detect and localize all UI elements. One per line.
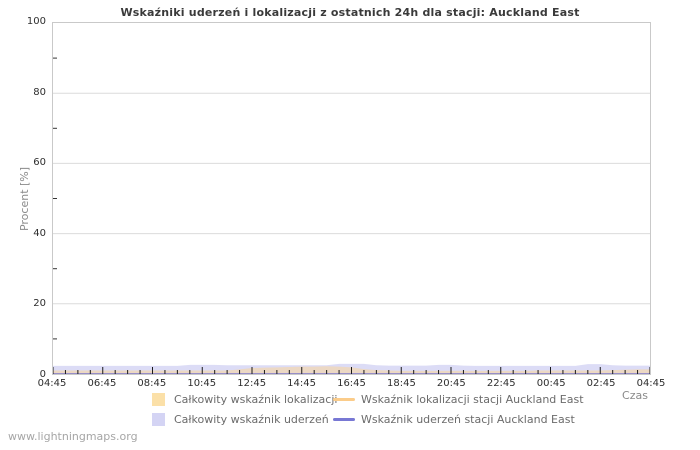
y-tick-label-100: 100 bbox=[26, 16, 46, 27]
x-tick-label-9: 22:45 bbox=[486, 378, 516, 389]
x-tick-label-0: 04:45 bbox=[37, 378, 67, 389]
x-tick-label-1: 06:45 bbox=[87, 378, 117, 389]
plot-area bbox=[52, 22, 651, 375]
x-tick-label-6: 16:45 bbox=[337, 378, 366, 389]
legend-swatch-total-localization bbox=[152, 393, 165, 406]
watermark: www.lightningmaps.org bbox=[8, 430, 138, 443]
y-tick-label-80: 80 bbox=[33, 86, 46, 98]
legend-label-station-strikes: Wskaźnik uderzeń stacji Auckland East bbox=[361, 413, 575, 426]
y-tick-label-0: 0 bbox=[39, 369, 46, 380]
x-tick-label-5: 14:45 bbox=[287, 378, 316, 389]
legend-swatch-total-strikes bbox=[152, 413, 165, 426]
x-tick-label-12: 04:45 bbox=[636, 378, 666, 389]
x-tick-label-8: 20:45 bbox=[436, 378, 466, 389]
legend-label-station-localization: Wskaźnik lokalizacji stacji Auckland Eas… bbox=[361, 393, 584, 406]
x-tick-label-4: 12:45 bbox=[237, 378, 267, 389]
legend-swatch-station-strikes bbox=[333, 418, 355, 421]
y-tick-label-40: 40 bbox=[33, 227, 46, 239]
x-tick-label-2: 08:45 bbox=[137, 378, 167, 389]
y-tick-label-20: 20 bbox=[33, 298, 46, 310]
legend-label-total-strikes: Całkowity wskaźnik uderzeń bbox=[174, 413, 329, 426]
chart-plot-svg bbox=[53, 57, 650, 374]
chart-title: Wskaźniki uderzeń i lokalizacji z ostatn… bbox=[120, 6, 580, 19]
x-axis-title: Czas bbox=[622, 389, 648, 402]
legend-swatch-station-localization bbox=[333, 398, 355, 401]
x-tick-label-7: 18:45 bbox=[386, 378, 416, 389]
legend-label-total-localization: Całkowity wskaźnik lokalizacji bbox=[174, 393, 338, 406]
y-tick-label-60: 60 bbox=[33, 157, 46, 169]
x-tick-label-3: 10:45 bbox=[187, 378, 217, 389]
x-tick-label-11: 02:45 bbox=[586, 378, 616, 389]
x-tick-label-10: 00:45 bbox=[536, 378, 566, 389]
